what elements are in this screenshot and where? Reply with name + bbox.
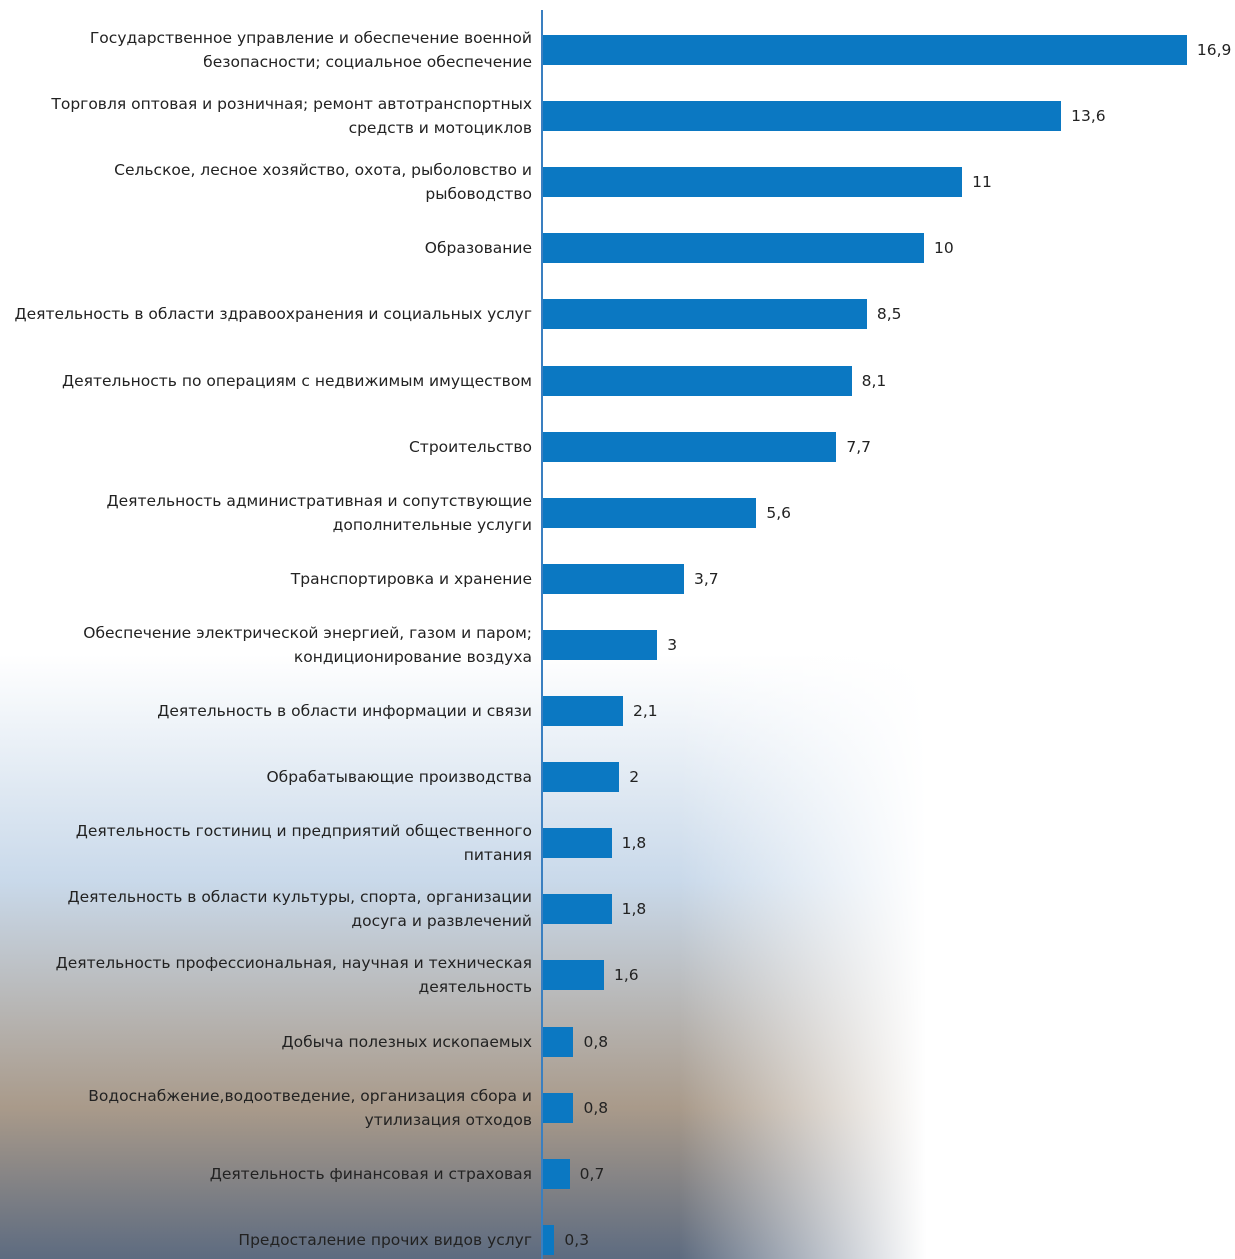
value-label: 10 — [934, 239, 954, 258]
axis-line — [541, 10, 543, 1259]
category-label: Торговля оптовая и розничная; ремонт авт… — [51, 95, 532, 138]
category-label: Деятельность в области здравоохранения и… — [14, 305, 532, 324]
category-label: Деятельность гостиниц и предприятий обще… — [75, 822, 532, 865]
category-label: Государственное управление и обеспечение… — [89, 29, 532, 71]
value-label: 16,9 — [1196, 41, 1232, 59]
value-label: 8,5 — [876, 305, 902, 324]
bar — [543, 365, 852, 396]
bar — [543, 101, 1062, 132]
value-label: 8,1 — [861, 371, 887, 390]
value-label: 0,7 — [579, 1164, 605, 1183]
value-label: 2 — [629, 768, 640, 787]
bar — [543, 1158, 570, 1189]
bar — [543, 1026, 574, 1057]
category-label: Добыча полезных ископаемых — [281, 1032, 532, 1051]
bar — [543, 1224, 555, 1255]
value-label: 3 — [667, 635, 678, 654]
bar — [543, 828, 612, 859]
value-label: 7,7 — [846, 437, 872, 456]
bar — [543, 35, 1187, 65]
value-label: 0,8 — [583, 1032, 609, 1051]
category-label: Сельское, лесное хозяйство, охота, рыбол… — [114, 161, 532, 204]
value-label: 1,8 — [621, 834, 647, 853]
bar — [543, 563, 684, 594]
bar — [543, 497, 757, 528]
bar — [543, 762, 620, 793]
category-label: Образование — [424, 239, 532, 258]
value-label: 5,6 — [766, 503, 792, 522]
value-label: 1,8 — [621, 900, 647, 919]
category-label: Деятельность по операциям с недвижимым и… — [62, 371, 532, 390]
value-label: 3,7 — [693, 569, 719, 588]
value-label: 2,1 — [633, 702, 658, 720]
value-label: 0,8 — [583, 1098, 609, 1117]
bar — [543, 167, 963, 198]
category-label: Деятельность профессиональная, научная и… — [55, 954, 532, 997]
bar — [543, 894, 612, 925]
bar — [543, 960, 604, 991]
value-label: 11 — [972, 173, 992, 192]
category-label: Водоснабжение,водоотведение, организация… — [88, 1086, 532, 1129]
bar — [543, 299, 867, 330]
category-label: Деятельность в области информации и связ… — [157, 702, 532, 720]
category-label: Предосталение прочих видов услуг — [238, 1230, 532, 1249]
category-label: Транспортировка и хранение — [290, 569, 532, 588]
value-label: 13,6 — [1071, 107, 1106, 126]
bar — [543, 629, 658, 660]
category-label: Деятельность административная и сопутств… — [106, 491, 532, 534]
value-label: 1,6 — [613, 966, 639, 985]
value-label: 0,3 — [564, 1230, 590, 1249]
bar — [543, 431, 837, 462]
category-label: Обеспечение электрической энергией, газо… — [83, 623, 532, 666]
bar — [543, 696, 623, 726]
bar — [543, 1092, 574, 1123]
category-label: Деятельность финансовая и страховая — [209, 1164, 532, 1183]
category-label: Обрабатывающие производства — [266, 768, 532, 787]
bar — [543, 233, 924, 264]
category-label: Деятельность в области культуры, спорта,… — [67, 888, 532, 931]
category-label: Строительство — [408, 437, 532, 456]
